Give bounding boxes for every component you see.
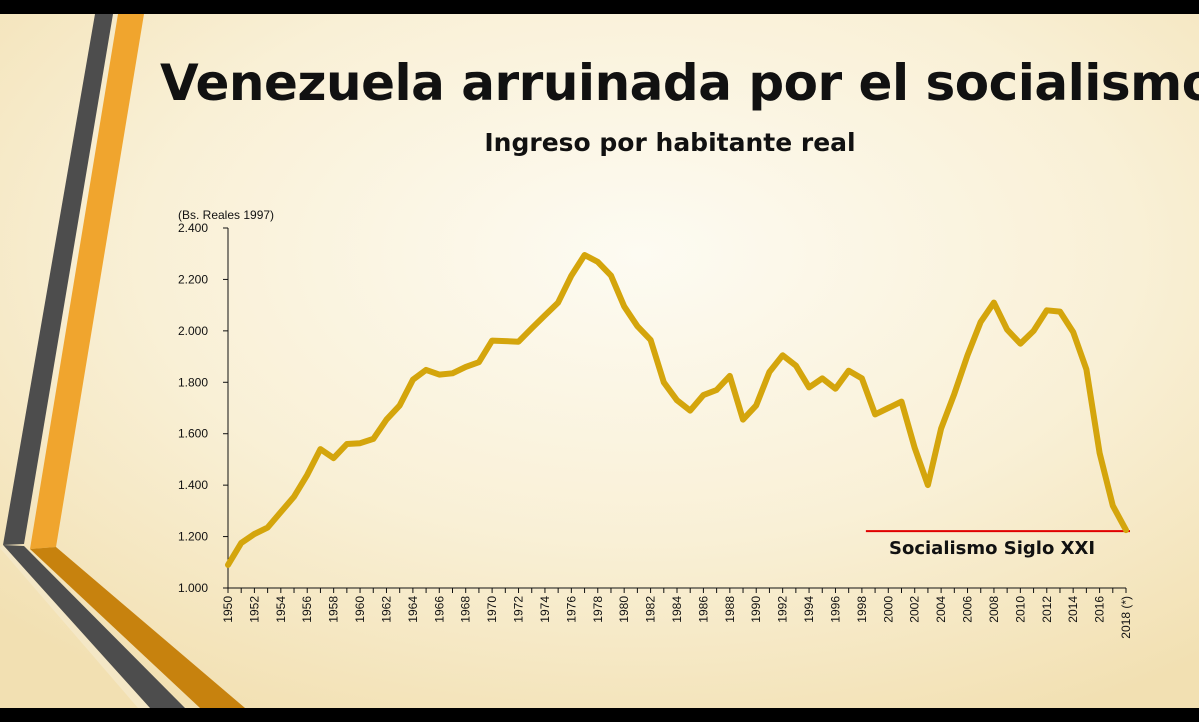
slide-title: Venezuela arruinada por el socialismo	[160, 54, 1199, 112]
x-tick-label: 1960	[353, 596, 367, 623]
annotation-label: Socialismo Siglo XXI	[889, 538, 1096, 559]
x-tick-label: 2010	[1013, 596, 1027, 623]
x-tick-label: 1980	[617, 596, 631, 623]
x-tick-label: 1972	[512, 596, 526, 623]
x-tick-label: 1996	[828, 596, 842, 623]
x-tick-label: 1988	[723, 596, 737, 623]
y-tick-label: 2.400	[178, 221, 208, 235]
x-tick-label: 1950	[221, 596, 235, 623]
x-tick-label: 1968	[459, 596, 473, 623]
x-tick-label: 2012	[1040, 596, 1054, 623]
x-tick-label: 1952	[247, 596, 261, 623]
x-tick-label: 1990	[749, 596, 763, 623]
stripe-light-diagonal	[0, 545, 150, 708]
y-tick-label: 1.200	[178, 530, 208, 544]
series-line	[225, 252, 1129, 568]
x-tick-label: 1982	[644, 596, 658, 623]
y-tick-label: 1.600	[178, 427, 208, 441]
line-chart: 1.000 1.200 1.400 1.600 1.800 2.000 2.200 2.400…	[178, 221, 1133, 639]
stripe-dark-vertical	[3, 14, 113, 545]
x-tick-label: 2006	[961, 596, 975, 623]
x-tick-label: 1964	[406, 596, 420, 623]
x-tick-label: 1962	[379, 596, 393, 623]
x-tick-label: 2018 (*)	[1119, 596, 1133, 639]
x-tick-label: 2016	[1093, 596, 1107, 623]
axes	[227, 228, 1126, 589]
x-tick-label: 2008	[987, 596, 1001, 623]
y-tick-label: 1.000	[178, 581, 208, 595]
x-tick-label: 1956	[300, 596, 314, 623]
x-tick-label: 1966	[432, 596, 446, 623]
y-tick-label: 1.400	[178, 478, 208, 492]
x-tick-label: 1958	[327, 596, 341, 623]
stripe-orange-vertical	[30, 14, 144, 549]
x-tick-label: 1994	[802, 596, 816, 623]
x-tick-label: 2004	[934, 596, 948, 623]
y-tick-label: 2.000	[178, 324, 208, 338]
slide: Venezuela arruinada por el socialismo In…	[0, 14, 1199, 708]
y-tick-label: 2.200	[178, 272, 208, 286]
y-tick-label: 1.800	[178, 375, 208, 389]
x-tick-label: 1954	[274, 596, 288, 623]
x-tick-label: 1986	[696, 596, 710, 623]
x-tick-label: 1974	[538, 596, 552, 623]
y-ticks: 1.000 1.200 1.400 1.600 1.800 2.000 2.200 2.400	[178, 221, 228, 595]
chart-subtitle: Ingreso por habitante real	[484, 128, 856, 157]
x-tick-label: 2000	[881, 596, 895, 623]
x-tick-label: 1992	[776, 596, 790, 623]
x-tick-label: 2002	[908, 596, 922, 623]
x-tick-label: 1970	[485, 596, 499, 623]
y-axis-label: (Bs. Reales 1997)	[178, 208, 275, 222]
x-ticks: 1950 1952 1954 1956 1958 1960 1962 1964 1966 1968…	[221, 588, 1133, 639]
x-tick-label: 1978	[591, 596, 605, 623]
x-tick-label: 1984	[670, 596, 684, 623]
x-tick-label: 1998	[855, 596, 869, 623]
stripe-brown-diagonal	[30, 547, 245, 708]
x-tick-label: 2014	[1066, 596, 1080, 623]
x-tick-label: 1976	[564, 596, 578, 623]
decorative-stripes	[0, 14, 245, 708]
stripe-dark-diagonal	[3, 545, 185, 708]
